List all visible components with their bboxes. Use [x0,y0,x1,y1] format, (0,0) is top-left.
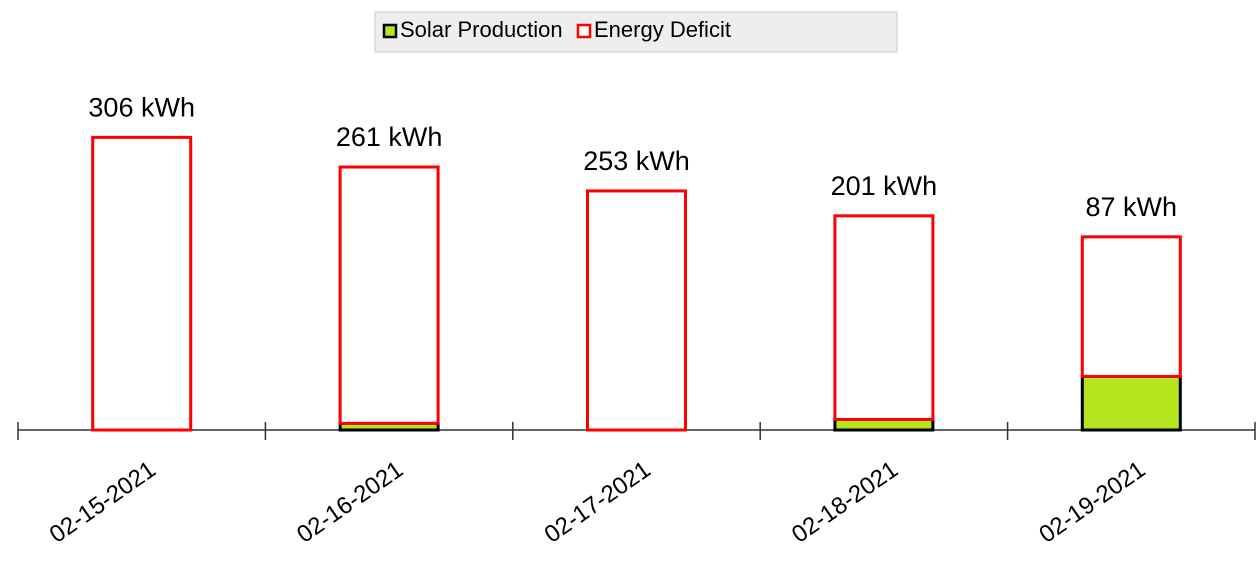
legend-swatch [576,23,592,39]
legend-label: Energy Deficit [594,17,731,42]
x-tick-label: 02-15-2021 [45,456,161,549]
legend-swatch [382,23,398,39]
x-tick-label: 02-19-2021 [1034,456,1150,549]
deficit-bar [1080,235,1182,378]
deficit-bar [833,214,935,421]
x-tick-label: 02-17-2021 [540,456,656,549]
bar-label: 261 kWh [336,122,443,152]
bar-label: 253 kWh [583,146,690,176]
x-tick-label: 02-18-2021 [787,456,903,549]
solar-bar [1080,374,1182,432]
bar-label: 87 kWh [1086,192,1178,222]
solar-bar [833,417,935,432]
legend-label: Solar Production [400,17,563,42]
bar-label: 201 kWh [831,171,938,201]
legend-box [374,11,898,53]
bar-label: 306 kWh [88,93,195,123]
x-tick-label: 02-16-2021 [292,456,408,549]
deficit-bar [91,135,193,432]
deficit-bar [338,165,440,425]
deficit-bar [586,189,687,432]
